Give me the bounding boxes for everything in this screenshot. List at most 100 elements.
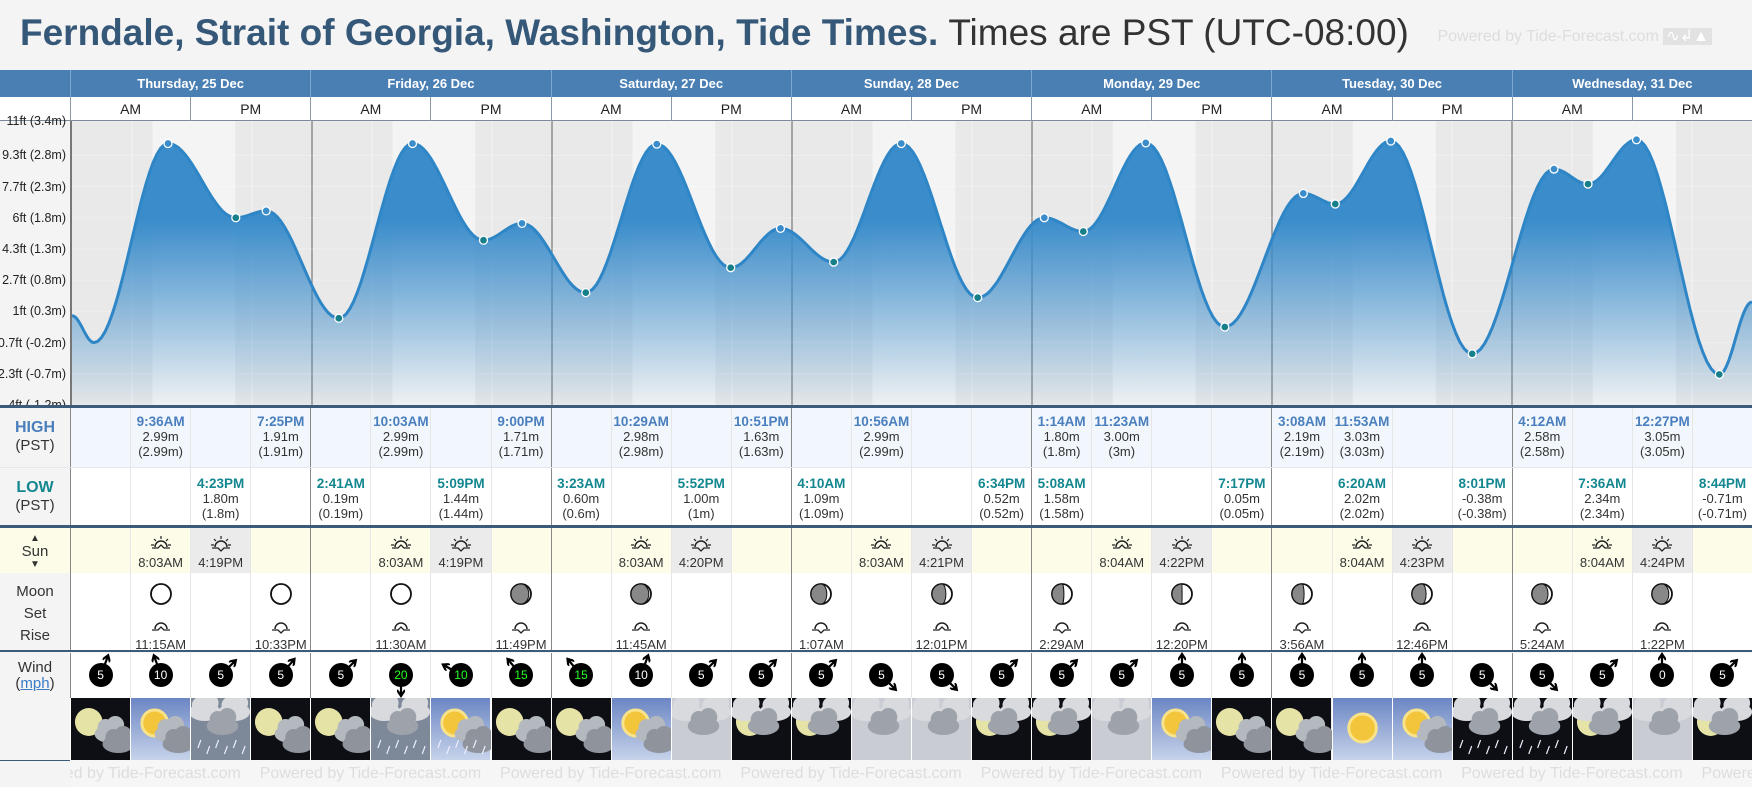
high-tide-height-alt: (1.63m) [738,444,784,459]
slot-cell [550,408,611,467]
moonset-time: 11:49PM [495,637,547,652]
slot-cell [1451,528,1512,573]
y-tick-label: 6ft (1.8m) [12,210,67,225]
slot-cell: 10:56AM 2.99m (2.99m) [850,408,911,467]
high-tide-height: 1.63m [743,429,780,444]
low-tide-height: 1.44m [442,491,480,506]
slot-cell: 11:49PM [490,573,551,652]
low-tide-height: -0.71m [1702,491,1743,506]
ampm-label: AM [790,97,911,121]
slot-cell [430,408,490,467]
weather-rain-icon [189,694,251,763]
moonrise-time: 12:01PM [915,637,968,652]
weather-rain-icon [369,694,431,763]
weather-cloudy-icon [849,694,911,763]
high-tide-point [1631,135,1642,145]
low-tide-point [478,235,489,245]
wind-speed-badge: 5 [1410,663,1435,687]
wind-speed-badge: 5 [1169,663,1194,687]
low-tide-height: 1.09m [803,491,840,506]
sunrise-icon [1092,534,1151,555]
slot-cell [70,408,130,467]
mph-unit-link[interactable]: mph [20,675,50,692]
slot-cell [1030,694,1092,763]
sunrise-time: 8:04AM [1099,555,1145,570]
high-tide-point [1549,164,1559,174]
day-header: Thursday, 25 Dec [70,70,310,97]
y-tick-label: 2.7ft (0.8m) [2,273,66,288]
slot-cell [1630,694,1692,763]
slot-cell: 5 [730,653,791,698]
y-tick-label: -2.3ft (-0.7m) [0,366,66,381]
high-tide-height: 3.03m [1343,429,1381,444]
powered-by[interactable]: Powered by Tide-Forecast.com ∿↲▲ [1437,26,1712,46]
low-tide-time: 3:23AM [557,476,606,491]
wind-label: Wind (mph) [0,652,70,698]
high-tide-height: 2.99m [142,429,179,444]
sunrise-icon [612,534,671,555]
y-tick-label: 9.3ft (2.8m) [2,148,66,163]
high-tide-point [517,218,527,229]
low-tide-point [726,263,736,273]
sunrise-time: 8:03AM [378,555,424,570]
low-tide-height: 1.00m [683,491,720,506]
slot-cell: 12:27PM 3.05m (3.05m) [1631,408,1692,467]
moonrise-icon [1393,616,1452,637]
sunset-time: 4:21PM [919,555,964,570]
moonrise-time: 11:45AM [615,637,667,652]
slot-cell: 5 [790,653,851,698]
slot-cell [1571,408,1632,467]
sunrise-icon [131,534,190,555]
moonset-icon [251,616,310,637]
slot-cell [310,528,370,573]
slot-cell: 8:44PM -0.71m (-0.71m) [1691,468,1752,525]
wind-speed-badge: 5 [328,663,353,687]
slot-cell [1211,408,1271,467]
pst-label: (PST) [15,497,55,514]
weather-night-cloudy-icon [1272,698,1336,763]
low-label-text: LOW [16,479,54,496]
slot-cell: 5 [1691,653,1752,698]
slot-cell [130,698,195,763]
weather-night-overcast-icon [1690,694,1752,763]
low-tide-height: 0.19m [322,491,359,506]
wind-speed-badge: 10 [448,663,473,687]
high-tide-height: 3.00m [1103,429,1140,444]
slot-cell [1690,694,1752,763]
weather-night-cloudy-icon [491,698,555,763]
moon-label: Moon Set Rise [0,573,70,651]
weather-night-cloudy-icon [311,698,375,763]
slot-cell [1451,573,1512,652]
sunrise-time: 8:04AM [1339,555,1385,570]
weather-night-cloudy-icon [71,698,134,763]
high-tide-time: 7:25PM [257,414,305,429]
low-tide-point [973,292,983,303]
sunset-time: 4:20PM [678,555,724,570]
slot-cell [730,468,791,525]
ampm-label: PM [911,97,1031,121]
low-tide-height-alt: (1m) [687,506,715,521]
sunset-icon [672,534,731,555]
y-tick-label: 7.7ft (2.3m) [2,179,66,194]
y-axis: -4ft (-1.2m)-2.3ft (-0.7m)-0.7ft (-0.2m)… [0,114,68,412]
slot-cell: 7:36AM 2.34m (2.34m) [1571,468,1632,525]
slot-cell: 5 [1451,653,1512,698]
moonset-time: 5:24AM [1519,637,1565,652]
low-tide-height-alt: (0.6m) [562,506,600,521]
slot-cell: 4:24PM [1631,528,1692,573]
ampm-label: PM [190,97,310,121]
ampm-label: AM [1031,97,1151,121]
low-tide-height-alt: (0.19m) [318,506,364,521]
slot-cell: 11:23AM 3.00m (3m) [1091,408,1151,467]
high-tide-time: 10:29AM [613,414,669,429]
weather-cloudy-icon [910,694,972,763]
moonrise-icon [912,616,971,637]
sunset-icon [1152,534,1211,555]
high-tide-height: 1.80m [1043,429,1080,444]
y-tick-label: 11ft (3.4m) [6,114,66,128]
slot-cell [1451,408,1512,467]
high-tide-height-alt: (2.99m) [138,444,183,459]
moon-phase-icon [371,581,430,610]
moonset-icon [792,616,851,637]
slot-cell: 5 [1271,652,1331,698]
